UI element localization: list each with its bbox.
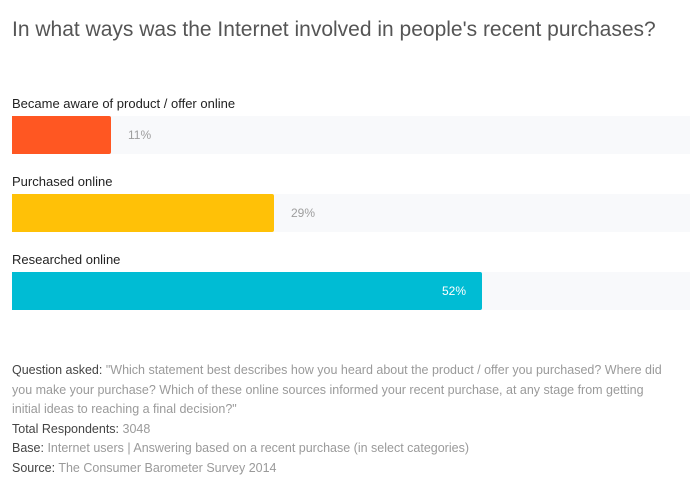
- respondents-value: 3048: [122, 421, 151, 436]
- respondents-label: Total Respondents:: [12, 421, 120, 436]
- bar: [12, 194, 274, 232]
- question-note: Question asked: "Which statement best de…: [12, 361, 672, 420]
- bar-track: 11%: [12, 116, 690, 154]
- base-value: Internet users | Answering based on a re…: [47, 441, 469, 455]
- source-note: Source: The Consumer Barometer Survey 20…: [12, 459, 672, 479]
- chart-title: In what ways was the Internet involved i…: [12, 18, 656, 41]
- bar: [12, 272, 482, 310]
- base-label: Base:: [12, 441, 44, 455]
- bar-row: Became aware of product / offer online 11…: [12, 96, 690, 174]
- bar-label: Researched online: [12, 252, 121, 267]
- bar-track: 29%: [12, 194, 690, 232]
- bar-row: Purchased online 29%: [12, 174, 690, 252]
- base-note: Base: Internet users | Answering based o…: [12, 439, 672, 459]
- source-label: Source:: [12, 460, 56, 475]
- bar-label: Purchased online: [12, 174, 113, 189]
- bar-track: 52%: [12, 272, 690, 310]
- data-label: 11%: [128, 128, 152, 142]
- bar-label: Became aware of product / offer online: [12, 96, 236, 111]
- question-label: Question asked:: [12, 363, 103, 377]
- respondents-note: Total Respondents: 3048: [12, 420, 672, 440]
- chart-notes: Question asked: "Which statement best de…: [12, 361, 672, 478]
- bar-row: Researched online 52%: [12, 252, 690, 330]
- bar: [12, 116, 111, 154]
- bar-chart: Became aware of product / offer online 11…: [12, 96, 690, 330]
- data-label: 29%: [291, 206, 316, 220]
- question-text: "Which statement best describes how you …: [12, 363, 662, 416]
- source-value: The Consumer Barometer Survey 2014: [58, 460, 277, 475]
- data-label: 52%: [442, 284, 467, 298]
